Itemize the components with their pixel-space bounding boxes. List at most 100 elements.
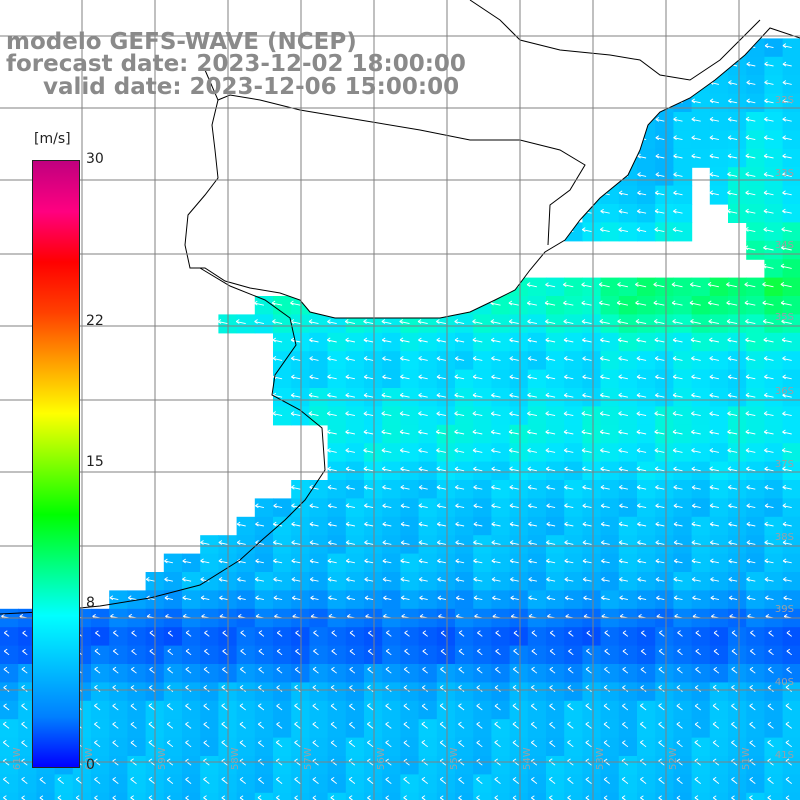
- wind-arrow: [728, 558, 738, 564]
- wind-arrow: [528, 521, 537, 527]
- wind-arrow: [490, 429, 501, 435]
- wind-cell: [327, 627, 347, 647]
- wind-cell: [709, 167, 729, 187]
- wind-arrow: [781, 227, 792, 233]
- wind-arrow: [727, 208, 738, 214]
- wind-cell: [200, 645, 219, 665]
- wind-arrow: [400, 466, 410, 472]
- wind-cell: [200, 774, 219, 794]
- wind-cell: [309, 719, 329, 739]
- wind-cell: [327, 682, 347, 702]
- wind-arrow: [345, 521, 355, 527]
- wind-arrow: [367, 776, 374, 784]
- wind-arrow: [637, 190, 647, 196]
- wind-cell: [273, 682, 292, 702]
- wind-arrow: [458, 685, 465, 692]
- lat-label: 33S: [774, 168, 794, 179]
- wind-arrow: [546, 503, 556, 509]
- wind-cell: [764, 112, 784, 131]
- wind-cell: [436, 792, 456, 800]
- wind-arrow: [673, 540, 683, 545]
- wind-arrow: [600, 374, 610, 380]
- wind-arrow: [750, 630, 756, 637]
- wind-cell: [436, 516, 456, 536]
- wind-arrow: [236, 540, 246, 545]
- wind-arrow: [782, 208, 792, 214]
- wind-arrow: [439, 684, 447, 692]
- wind-arrow: [435, 429, 446, 435]
- wind-cell: [709, 406, 729, 426]
- wind-cell: [473, 700, 492, 720]
- wind-arrow: [458, 740, 465, 748]
- wind-cell: [509, 572, 529, 591]
- wind-arrow: [567, 740, 574, 748]
- wind-arrow: [563, 319, 574, 325]
- wind-arrow: [148, 776, 155, 784]
- lat-label: 34S: [774, 240, 794, 251]
- wind-arrow: [164, 577, 173, 582]
- wind-cell: [673, 406, 693, 426]
- wind-arrow: [527, 466, 537, 472]
- wind-arrow: [782, 116, 792, 122]
- wind-cell: [655, 480, 674, 499]
- wind-cell: [364, 700, 383, 720]
- wind-arrow: [604, 630, 610, 637]
- wind-arrow: [310, 595, 319, 601]
- wind-arrow: [599, 300, 610, 306]
- wind-arrow: [635, 300, 647, 306]
- wind-arrow: [694, 703, 701, 711]
- wind-cell: [600, 516, 620, 536]
- wind-cell: [127, 682, 147, 702]
- wind-cell: [109, 737, 128, 757]
- wind-cell: [637, 388, 656, 407]
- wind-arrow: [781, 319, 792, 325]
- wind-cell: [91, 664, 110, 683]
- wind-arrow: [363, 392, 374, 398]
- wind-cell: [728, 516, 747, 536]
- wind-cell: [509, 332, 529, 352]
- wind-arrow: [691, 521, 701, 527]
- wind-arrow: [437, 540, 446, 545]
- wind-cell: [709, 424, 729, 444]
- wind-cell: [600, 461, 620, 481]
- wind-arrow: [581, 447, 592, 453]
- wind-cell: [746, 424, 765, 444]
- wind-arrow: [221, 776, 228, 784]
- wind-arrow: [439, 776, 447, 784]
- wind-arrow: [545, 356, 556, 361]
- wind-cell: [236, 553, 256, 573]
- wind-cell: [582, 535, 602, 555]
- wind-arrow: [166, 740, 174, 748]
- wind-cell: [564, 388, 583, 407]
- wind-arrow: [309, 577, 319, 582]
- wind-cell: [600, 204, 620, 223]
- wind-arrow: [185, 777, 192, 784]
- wind-arrow: [400, 576, 410, 582]
- wind-cell: [564, 553, 583, 573]
- wind-cell: [618, 498, 638, 518]
- wind-arrow: [655, 374, 665, 380]
- wind-arrow: [399, 337, 410, 343]
- wind-arrow: [472, 429, 483, 435]
- wind-cell: [582, 682, 602, 702]
- wind-arrow: [745, 135, 756, 141]
- wind-cell: [600, 314, 620, 334]
- wind-arrow: [291, 503, 301, 509]
- wind-arrow: [258, 777, 265, 784]
- wind-cell: [600, 627, 620, 647]
- wind-cell: [345, 627, 365, 647]
- wind-cell: [36, 792, 56, 800]
- wind-arrow: [709, 448, 719, 453]
- wind-cell: [327, 516, 347, 536]
- wind-cell: [364, 388, 383, 407]
- wind-arrow: [764, 374, 774, 380]
- wind-arrow: [331, 648, 337, 656]
- wind-cell: [673, 498, 693, 518]
- wind-arrow: [255, 558, 264, 564]
- wind-arrow: [237, 595, 246, 601]
- wind-cell: [418, 756, 438, 775]
- wind-arrow: [762, 282, 774, 288]
- wind-cell: [618, 296, 638, 315]
- wind-cell: [728, 535, 747, 555]
- wind-arrow: [418, 448, 428, 453]
